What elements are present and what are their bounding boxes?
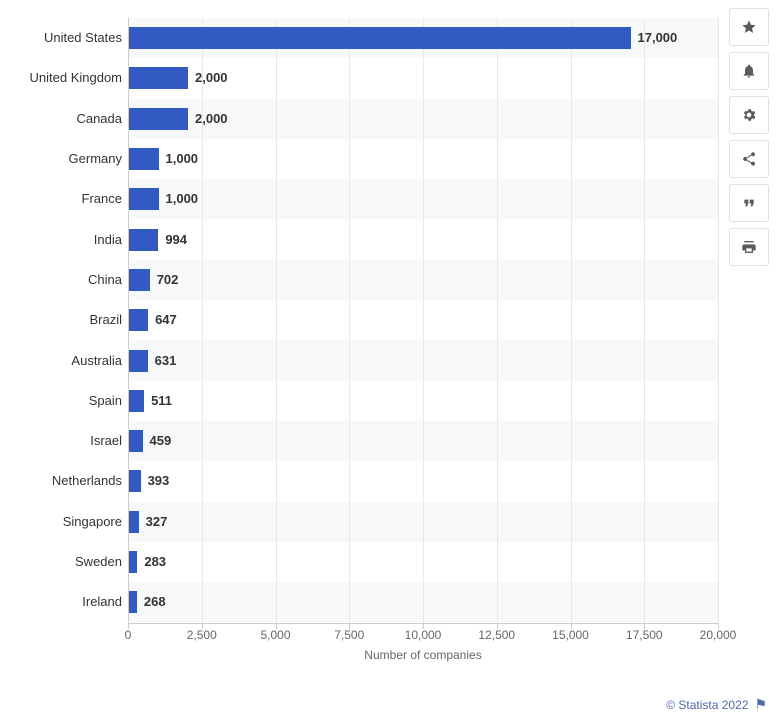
category-label: Netherlands [12, 470, 122, 492]
x-tick-label: 17,500 [626, 628, 663, 642]
category-label: Ireland [12, 591, 122, 613]
category-label: Australia [12, 350, 122, 372]
print-button[interactable] [729, 228, 769, 266]
category-label: Spain [12, 390, 122, 412]
bar[interactable] [129, 188, 159, 210]
favorite-button[interactable] [729, 8, 769, 46]
print-icon [741, 239, 757, 255]
bar[interactable] [129, 148, 159, 170]
bar-value-label: 17,000 [638, 27, 678, 49]
category-label: India [12, 229, 122, 251]
chart-toolbar [729, 8, 769, 266]
x-tick-label: 20,000 [700, 628, 737, 642]
grid-line [276, 18, 277, 623]
grid-line [423, 18, 424, 623]
x-tick-label: 12,500 [478, 628, 515, 642]
bar[interactable] [129, 27, 631, 49]
bar[interactable] [129, 309, 148, 331]
quote-icon [741, 195, 757, 211]
bar-value-label: 393 [148, 470, 170, 492]
x-tick-label: 15,000 [552, 628, 589, 642]
bar[interactable] [129, 551, 137, 573]
category-label: China [12, 269, 122, 291]
grid-line [571, 18, 572, 623]
x-tick-label: 5,000 [260, 628, 290, 642]
category-label: United States [12, 27, 122, 49]
gear-icon [741, 107, 757, 123]
grid-line [718, 18, 719, 623]
bar-value-label: 1,000 [166, 188, 199, 210]
bar-value-label: 647 [155, 309, 177, 331]
grid-line [349, 18, 350, 623]
bar-value-label: 511 [151, 390, 172, 412]
bar[interactable] [129, 470, 141, 492]
category-label: France [12, 188, 122, 210]
grid-line [644, 18, 645, 623]
bar-value-label: 1,000 [166, 148, 199, 170]
star-icon [741, 19, 757, 35]
x-tick-label: 10,000 [405, 628, 442, 642]
bar-value-label: 2,000 [195, 67, 228, 89]
category-label: Singapore [12, 511, 122, 533]
bar-value-label: 268 [144, 591, 166, 613]
bar-value-label: 283 [144, 551, 166, 573]
share-button[interactable] [729, 140, 769, 178]
bar[interactable] [129, 67, 188, 89]
x-axis-title: Number of companies [364, 648, 481, 662]
bar-value-label: 2,000 [195, 108, 228, 130]
x-tick-label: 7,500 [334, 628, 364, 642]
bar[interactable] [129, 350, 148, 372]
settings-button[interactable] [729, 96, 769, 134]
bar[interactable] [129, 390, 144, 412]
category-label: Sweden [12, 551, 122, 573]
share-icon [741, 151, 757, 167]
plot-area: 17,000 2,000 2,000 1,000 1,000 994 702 647 631 51… [128, 18, 718, 623]
bar[interactable] [129, 269, 150, 291]
x-tick-label: 2,500 [187, 628, 217, 642]
bell-icon [741, 63, 757, 79]
category-label: United Kingdom [12, 67, 122, 89]
category-label: Canada [12, 108, 122, 130]
flag-icon[interactable]: ⚑ [754, 696, 767, 713]
bar-value-label: 631 [155, 350, 177, 372]
bar-value-label: 327 [146, 511, 168, 533]
category-label: Brazil [12, 309, 122, 331]
bar[interactable] [129, 511, 139, 533]
category-label: Israel [12, 430, 122, 452]
bar[interactable] [129, 108, 188, 130]
alert-button[interactable] [729, 52, 769, 90]
citation-button[interactable] [729, 184, 769, 222]
bar-value-label: 994 [165, 229, 187, 251]
bar-value-label: 702 [157, 269, 179, 291]
bar-value-label: 459 [150, 430, 172, 452]
grid-line [497, 18, 498, 623]
bar[interactable] [129, 591, 137, 613]
bar[interactable] [129, 430, 143, 452]
attribution-text[interactable]: © Statista 2022 [666, 698, 748, 712]
bar[interactable] [129, 229, 158, 251]
x-tick-label: 0 [125, 628, 132, 642]
attribution: © Statista 2022 ⚑ [666, 696, 767, 713]
category-label: Germany [12, 148, 122, 170]
chart-container: 17,000 2,000 2,000 1,000 1,000 994 702 647 631 51… [8, 8, 728, 668]
